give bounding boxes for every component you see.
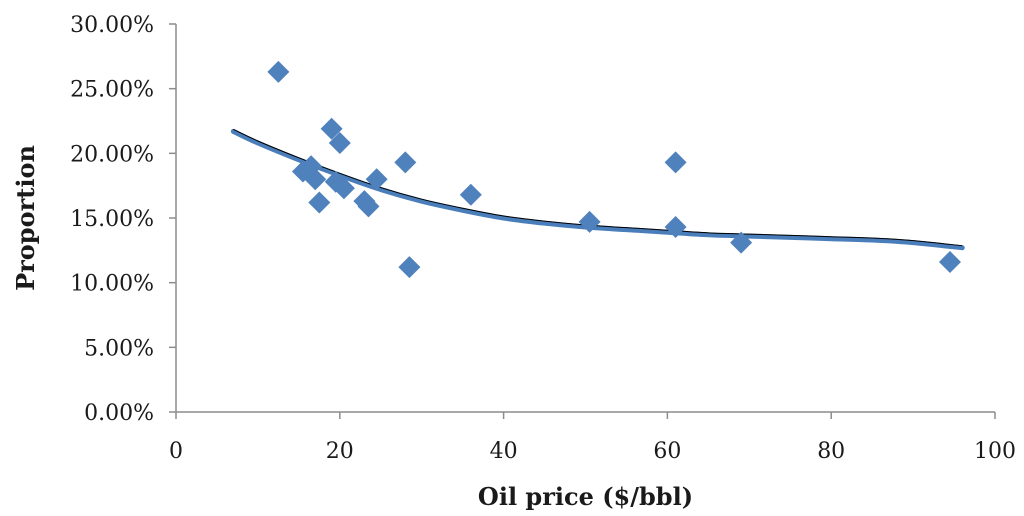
data-point-diamond bbox=[730, 231, 753, 254]
x-axis-title: Oil price ($/bbl) bbox=[478, 482, 693, 511]
data-points bbox=[267, 60, 961, 279]
y-tick-label: 25.00% bbox=[70, 78, 154, 103]
data-point-diamond bbox=[304, 168, 327, 191]
data-point-diamond bbox=[664, 151, 687, 174]
y-tick-label: 20.00% bbox=[70, 142, 154, 167]
data-point-diamond bbox=[938, 250, 961, 273]
y-tick-label: 10.00% bbox=[70, 272, 154, 297]
x-tick-label: 80 bbox=[817, 439, 845, 464]
x-tick-label: 100 bbox=[974, 439, 1016, 464]
y-tick-label: 0.00% bbox=[84, 401, 154, 426]
data-point-diamond bbox=[578, 210, 601, 233]
y-tick-label: 5.00% bbox=[84, 336, 154, 361]
data-point-diamond bbox=[357, 195, 380, 218]
y-tick-label: 15.00% bbox=[70, 207, 154, 232]
data-point-diamond bbox=[664, 216, 687, 239]
data-point-diamond bbox=[308, 191, 331, 214]
tick-labels: 0.00% 5.00% 10.00% 15.00% 20.00% 25.00% 30.00%… bbox=[70, 13, 1016, 464]
data-point-diamond bbox=[394, 151, 417, 174]
data-point-diamond bbox=[459, 183, 482, 206]
data-point-diamond bbox=[267, 60, 290, 83]
data-point-diamond bbox=[332, 177, 355, 200]
x-tick-label: 0 bbox=[169, 439, 183, 464]
data-point-diamond bbox=[320, 117, 343, 140]
x-tick-label: 40 bbox=[490, 439, 518, 464]
x-tick-label: 20 bbox=[326, 439, 354, 464]
data-point-diamond bbox=[328, 131, 351, 154]
axes bbox=[169, 23, 996, 419]
data-point-diamond bbox=[398, 256, 421, 279]
x-tick-label: 60 bbox=[653, 439, 681, 464]
y-tick-label: 30.00% bbox=[70, 13, 154, 38]
y-axis-title: Proportion bbox=[11, 145, 40, 291]
data-point-diamond bbox=[365, 168, 388, 191]
